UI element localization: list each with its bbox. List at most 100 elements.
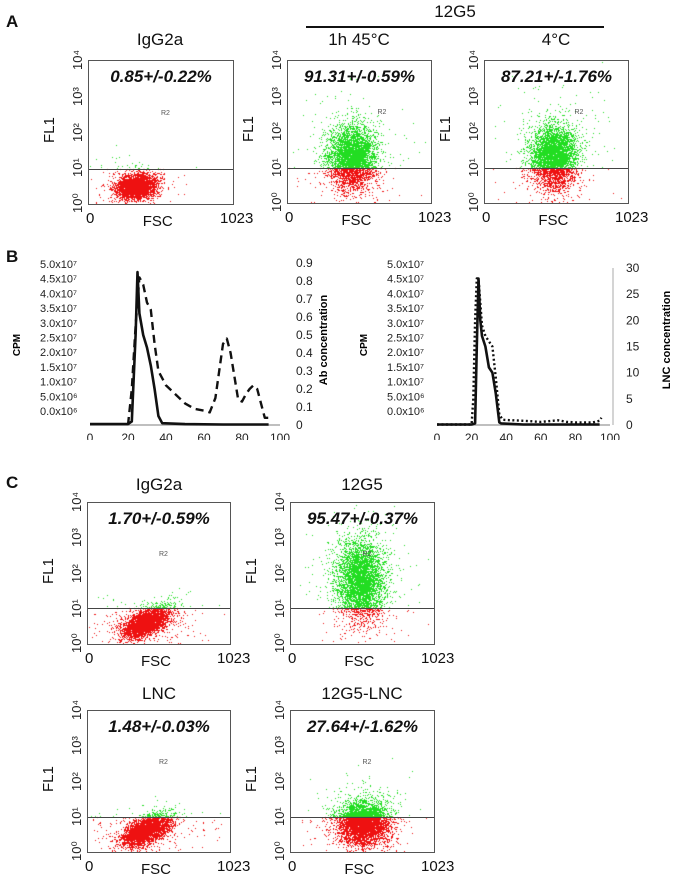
y2-tick-label: 20	[626, 313, 640, 327]
y-tick-label: 3.5x10⁷	[40, 303, 77, 315]
x-tick-label: 100	[270, 431, 290, 440]
series-line-concentration	[126, 276, 269, 426]
x-min-label: 0	[85, 650, 94, 667]
y-tick-label: 4.0x10⁷	[387, 288, 424, 300]
y-tick-label: 10³	[272, 736, 287, 756]
y-tick-label: 5.0x10⁶	[387, 391, 425, 403]
x-axis-label: FSC	[142, 213, 173, 230]
x-tick-label: 100	[600, 431, 620, 440]
y-tick-label: 10¹	[69, 598, 84, 618]
y-tick-label: 5.0x10⁷	[40, 259, 77, 271]
dot-plot-frame: 91.31+/-0.59% R2	[287, 60, 432, 204]
gate-region-label: R2	[159, 758, 168, 766]
gate-region-label: R2	[362, 550, 372, 558]
y-tick-label: 10²	[69, 563, 84, 583]
positive-percent-label: 1.70+/-0.59%	[108, 509, 210, 528]
y-tick-label: 10³	[272, 528, 287, 548]
y-tick-label: 1.0x10⁷	[40, 377, 77, 389]
y-tick-label: 2.0x10⁷	[40, 347, 77, 359]
y-axis-label: FL1	[40, 557, 57, 584]
y-axis-label: FL1	[243, 765, 260, 792]
y-tick-label: 10³	[69, 736, 84, 756]
gate-region-label: R2	[159, 550, 168, 558]
x-tick-label: 80	[235, 431, 249, 440]
y-tick-label: 10⁰	[272, 841, 287, 861]
y-tick-label: 10⁴	[70, 49, 85, 70]
y-tick-label: 10⁰	[69, 633, 84, 653]
series-line-concentration	[437, 277, 603, 426]
y2-tick-label: 10	[626, 366, 640, 380]
x-axis-label: FSC	[341, 212, 372, 229]
series-line-cpm	[437, 277, 600, 426]
x-max-label: 1023	[217, 858, 251, 875]
y2-tick-label: 0.9	[296, 256, 313, 270]
y2-tick-label: 30	[626, 261, 640, 275]
y-tick-label: 10⁰	[272, 633, 287, 653]
elution-chart-ab: 0.0x10⁶ 5.0x10⁶ 1.0x10⁷ 1.5x10⁷ 2.0x10⁷ 2.5x1…	[12, 256, 330, 440]
dot-plot-events	[291, 711, 434, 852]
positive-percent-label: 91.31+/-0.59%	[303, 67, 416, 86]
y2-axis-title: LNC concentration	[661, 291, 673, 390]
dot-plot-frame: 1.70+/-0.59% R2	[87, 502, 231, 645]
x-tick-label: 0	[434, 431, 441, 440]
plot-title: 1h 45°C	[328, 30, 390, 49]
plot-title: 12G5-LNC	[321, 684, 403, 703]
y2-tick-label: 15	[626, 340, 640, 354]
y2-tick-label: 0	[626, 418, 633, 432]
y2-tick-label: 0	[296, 418, 303, 432]
y-tick-label: 10³	[69, 528, 84, 548]
y-tick-label: 10²	[269, 122, 284, 141]
plot-title: LNC	[141, 684, 176, 703]
x-min-label: 0	[482, 209, 491, 226]
plot-title: IgG2a	[135, 475, 183, 494]
y-tick-label: 10³	[466, 86, 481, 106]
y-tick-label: 4.5x10⁷	[40, 274, 77, 286]
plot-title: 4°C	[541, 30, 571, 49]
y-axis-title: CPM	[359, 334, 370, 356]
gate-region-label: R2	[574, 109, 584, 117]
y-tick-label: 3.0x10⁷	[40, 318, 77, 330]
positive-percent-label: 0.85+/-0.22%	[110, 67, 212, 86]
y2-tick-label: 25	[626, 287, 640, 301]
y-tick-label: 10⁰	[466, 192, 481, 212]
y-tick-label: 4.5x10⁷	[387, 274, 424, 286]
elution-chart-lnc: 0.0x10⁶ 5.0x10⁶ 1.0x10⁷ 1.5x10⁷ 2.0x10⁷ 2.5x1…	[359, 259, 673, 440]
y-axis-title: CPM	[12, 334, 23, 356]
y-tick-label: 10⁰	[70, 193, 85, 213]
gate-line	[288, 168, 431, 169]
y2-tick-label: 0.5	[296, 328, 313, 342]
y-tick-label: 10¹	[272, 806, 287, 826]
y-tick-label: 10⁴	[272, 491, 287, 512]
x-axis-label: FSC	[140, 861, 171, 878]
series-line-cpm	[90, 270, 269, 426]
dot-plot-events	[291, 503, 434, 644]
y-tick-label: 10¹	[70, 158, 85, 178]
y2-tick-label: 0.2	[296, 382, 313, 396]
dot-plot-events	[485, 61, 628, 203]
gate-line	[89, 169, 233, 170]
y-tick-label: 10²	[69, 771, 84, 791]
y-tick-label: 2.5x10⁷	[387, 333, 424, 345]
y-tick-label: 10³	[70, 86, 85, 106]
positive-percent-label: 27.64+/-1.62%	[306, 717, 419, 736]
x-axis-label: FSC	[344, 653, 375, 670]
y2-tick-label: 0.8	[296, 274, 313, 288]
group-label-12g5: 12G5	[434, 2, 476, 21]
y2-axis-title: Ab concentration	[318, 294, 330, 385]
y-tick-label: 2.0x10⁷	[387, 347, 424, 359]
y-tick-label: 10⁴	[69, 699, 84, 720]
gate-region-label: R2	[161, 109, 170, 117]
x-axis-label: FSC	[140, 653, 171, 670]
y-tick-label: 10²	[272, 563, 287, 583]
panel-letter-c: C	[6, 473, 19, 492]
x-tick-label: 60	[534, 431, 548, 440]
y-tick-label: 5.0x10⁶	[40, 391, 78, 403]
x-tick-label: 40	[159, 431, 173, 440]
y-tick-label: 1.5x10⁷	[387, 362, 424, 374]
x-axis-label: FSC	[538, 212, 569, 229]
gate-line	[88, 817, 230, 818]
x-tick-label: 60	[197, 431, 211, 440]
positive-percent-label: 87.21+/-1.76%	[500, 67, 613, 86]
y-tick-label: 10⁴	[272, 699, 287, 720]
dot-plot-frame: 87.21+/-1.76% R2	[484, 60, 629, 204]
